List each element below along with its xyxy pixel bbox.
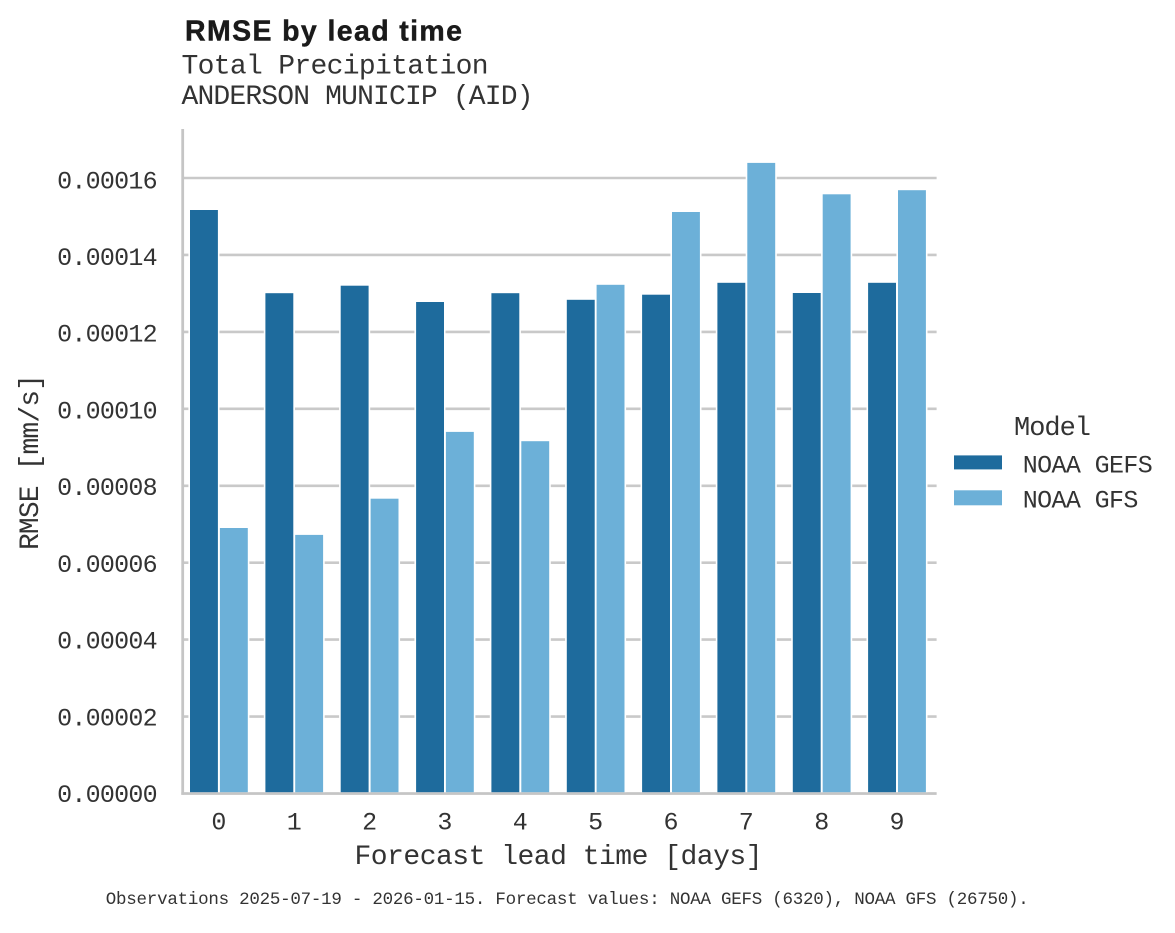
svg-text:0.00006: 0.00006: [57, 551, 158, 580]
svg-text:9: 9: [889, 808, 904, 837]
svg-text:0.00010: 0.00010: [57, 397, 158, 426]
svg-text:Observations 2025-07-19 - 2026: Observations 2025-07-19 - 2026-01-15. Fo…: [106, 890, 1029, 910]
svg-text:ANDERSON MUNICIP (AID): ANDERSON MUNICIP (AID): [182, 82, 534, 113]
svg-text:1: 1: [287, 808, 302, 837]
svg-text:0.00008: 0.00008: [57, 474, 158, 503]
svg-text:8: 8: [814, 808, 829, 837]
svg-text:3: 3: [437, 808, 452, 837]
svg-text:NOAA GFS: NOAA GFS: [1023, 486, 1139, 515]
svg-text:7: 7: [739, 808, 754, 837]
svg-text:4: 4: [513, 808, 528, 837]
svg-text:Total Precipitation: Total Precipitation: [182, 51, 489, 82]
svg-text:0.00004: 0.00004: [57, 628, 158, 657]
svg-text:Forecast lead time [days]: Forecast lead time [days]: [355, 842, 763, 873]
svg-text:0: 0: [211, 808, 226, 837]
svg-text:NOAA GEFS: NOAA GEFS: [1023, 451, 1153, 480]
svg-text:RMSE by lead time: RMSE by lead time: [185, 15, 462, 47]
svg-text:Model: Model: [1014, 414, 1091, 444]
svg-text:5: 5: [588, 808, 603, 837]
svg-text:6: 6: [663, 808, 678, 837]
svg-text:0.00014: 0.00014: [57, 244, 158, 273]
svg-text:RMSE [mm/s]: RMSE [mm/s]: [16, 374, 47, 550]
svg-text:0.00016: 0.00016: [57, 167, 158, 196]
svg-text:0.00012: 0.00012: [57, 321, 158, 350]
svg-text:0.00002: 0.00002: [57, 704, 158, 733]
svg-text:2: 2: [362, 808, 377, 837]
svg-text:0.00000: 0.00000: [57, 781, 158, 810]
